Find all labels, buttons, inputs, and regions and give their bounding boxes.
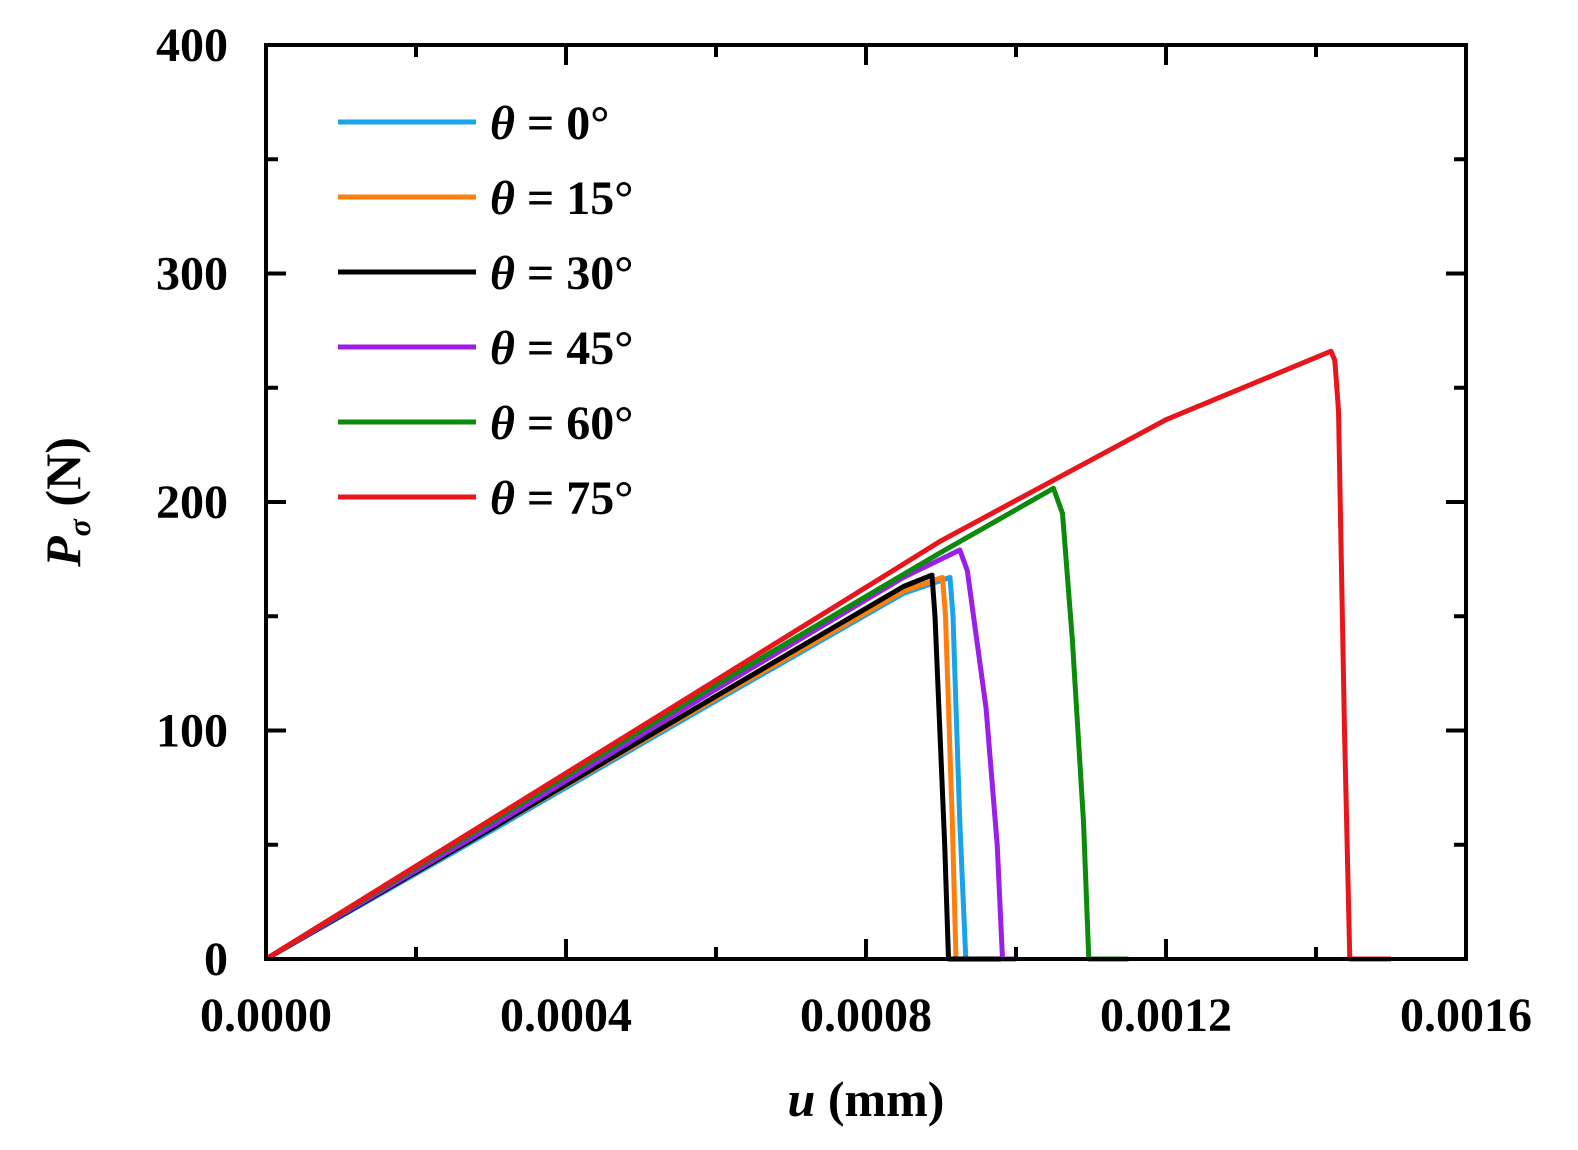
y-axis-label-var: P xyxy=(35,536,91,568)
y-tick-label: 200 xyxy=(156,476,228,529)
y-axis-label-sub: σ xyxy=(61,518,97,536)
tick-labels: 0.0000 0.0004 0.0008 0.0012 0.0016 0 100 200 300… xyxy=(156,19,1532,1042)
legend-label-3: θ = 45° xyxy=(490,322,633,375)
x-axis-label-unit: (mm) xyxy=(828,1071,945,1127)
x-axis-label: u (mm) xyxy=(788,1071,945,1127)
legend-label-2: θ = 30° xyxy=(490,247,633,300)
x-tick-label: 0.0016 xyxy=(1400,989,1532,1042)
legend-label-5: θ = 75° xyxy=(490,472,633,525)
plot-lines xyxy=(264,348,1391,962)
legend-label-1: θ = 15° xyxy=(490,172,633,225)
y-tick-label: 0 xyxy=(204,933,228,986)
series-line-2 xyxy=(264,572,1001,962)
series-line-5 xyxy=(264,348,1391,962)
series-line-3 xyxy=(264,547,1016,962)
y-tick-label: 100 xyxy=(156,705,228,758)
y-tick-label: 400 xyxy=(156,19,228,72)
x-tick-label: 0.0000 xyxy=(200,989,332,1042)
axis-ticks xyxy=(264,43,1468,961)
y-axis-label-unit: (N) xyxy=(35,437,91,506)
y-tick-label: 300 xyxy=(156,248,228,301)
x-tick-label: 0.0008 xyxy=(800,989,932,1042)
legend-label-4: θ = 60° xyxy=(490,397,633,450)
series-line-1 xyxy=(264,574,979,962)
plot-frame xyxy=(264,43,1468,961)
series-line-0 xyxy=(264,574,1009,962)
legend: θ = 0° θ = 15° θ = 30° θ = 45° θ = 60° θ = 75… xyxy=(338,97,633,525)
x-tick-label: 0.0012 xyxy=(1100,989,1232,1042)
series-line-4 xyxy=(264,485,1129,962)
y-axis-label: Pσ (N) xyxy=(35,437,97,568)
x-axis-label-var: u xyxy=(788,1071,816,1127)
x-tick-label: 0.0004 xyxy=(500,989,632,1042)
legend-label-0: θ = 0° xyxy=(490,97,609,150)
